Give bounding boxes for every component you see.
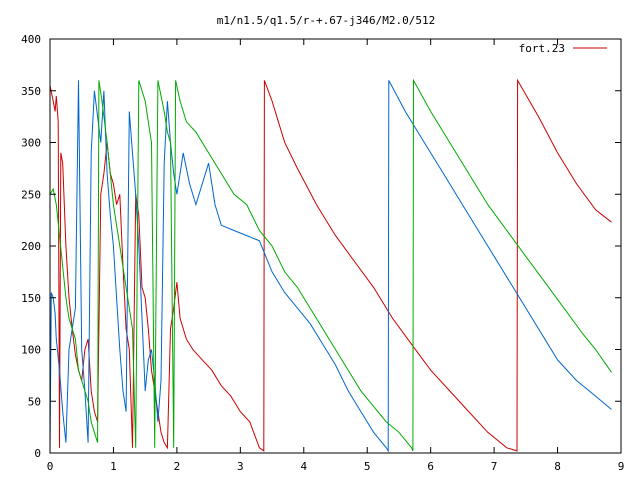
x-tick-label: 3 (237, 460, 244, 473)
series-line-3 (49, 78, 612, 452)
y-tick-label: 0 (34, 447, 41, 460)
x-tick-label: 7 (491, 460, 498, 473)
legend: fort.23 (519, 42, 607, 55)
plot-frame (49, 38, 622, 454)
x-tick-label: 9 (618, 460, 625, 473)
y-tick-label: 350 (21, 85, 41, 98)
y-tick-label: 50 (28, 395, 41, 408)
legend-label: fort.23 (519, 42, 565, 55)
y-tick-label: 400 (21, 33, 41, 46)
x-tick-label: 8 (554, 460, 561, 473)
x-tick-label: 1 (110, 460, 117, 473)
x-tick-label: 0 (47, 460, 54, 473)
series-line-2 (49, 80, 612, 454)
y-tick-label: 150 (21, 292, 41, 305)
axes-layer: 0 1 2 3 4 5 6 7 8 9 0 50 100 150 200 250 300 350 400 (21, 33, 624, 473)
y-tick-label: 100 (21, 344, 41, 357)
y-tick-label: 200 (21, 240, 41, 253)
y-tick-label: 250 (21, 188, 41, 201)
x-tick-label: 6 (427, 460, 434, 473)
series-layer (49, 78, 612, 454)
y-tick-label: 300 (21, 137, 41, 150)
chart-title: m1/n1.5/q1.5/r-+.67-j346/M2.0/512 (217, 14, 436, 27)
x-tick-label: 4 (300, 460, 307, 473)
x-tick-label: 2 (174, 460, 181, 473)
x-tick-label: 5 (364, 460, 371, 473)
